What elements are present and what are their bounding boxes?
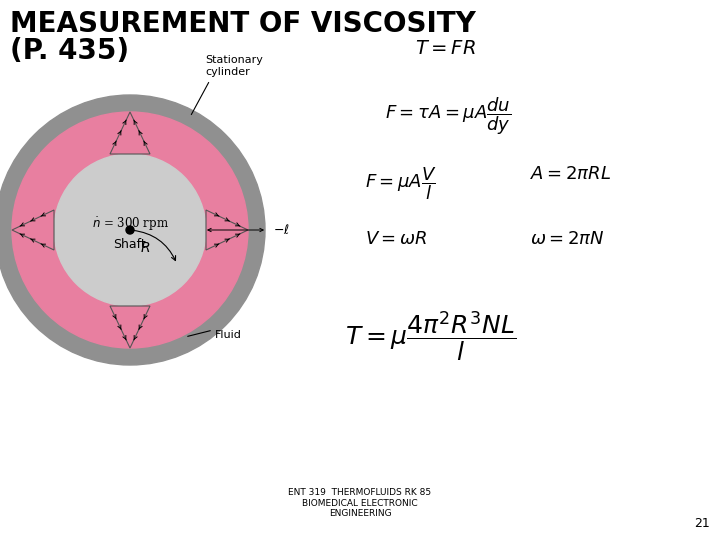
- Circle shape: [0, 95, 265, 365]
- Text: $F = \mu A \dfrac{V}{l}$: $F = \mu A \dfrac{V}{l}$: [365, 165, 436, 201]
- Text: $F = \tau A = \mu A \dfrac{du}{dy}$: $F = \tau A = \mu A \dfrac{du}{dy}$: [385, 95, 511, 137]
- Text: Fluid: Fluid: [215, 330, 242, 340]
- Polygon shape: [206, 210, 248, 250]
- Text: $A = 2\pi RL$: $A = 2\pi RL$: [530, 165, 611, 183]
- Text: $T = FR$: $T = FR$: [415, 40, 476, 58]
- Text: $\omega = 2\pi N$: $\omega = 2\pi N$: [530, 230, 605, 248]
- Text: (P. 435): (P. 435): [10, 37, 129, 65]
- Text: $R$: $R$: [140, 241, 150, 255]
- Text: ENT 319  THERMOFLUIDS RK 85
BIOMEDICAL ELECTRONIC
ENGINEERING: ENT 319 THERMOFLUIDS RK 85 BIOMEDICAL EL…: [289, 488, 431, 518]
- Text: Shaft: Shaft: [114, 238, 146, 251]
- Polygon shape: [110, 112, 150, 154]
- Text: $-\ell$: $-\ell$: [273, 223, 290, 237]
- Circle shape: [12, 112, 248, 348]
- Text: $T = \mu \dfrac{4\pi^{2} R^{3} NL}{l}$: $T = \mu \dfrac{4\pi^{2} R^{3} NL}{l}$: [345, 310, 516, 364]
- Text: 21: 21: [694, 517, 710, 530]
- Text: MEASUREMENT OF VISCOSITY: MEASUREMENT OF VISCOSITY: [10, 10, 476, 38]
- Polygon shape: [12, 210, 54, 250]
- Polygon shape: [110, 306, 150, 348]
- Text: $\dot{n}$ = 300 rpm: $\dot{n}$ = 300 rpm: [91, 215, 168, 233]
- Text: Stationary
cylinder: Stationary cylinder: [205, 56, 263, 77]
- Circle shape: [126, 226, 134, 234]
- Text: $V = \omega R$: $V = \omega R$: [365, 230, 427, 248]
- Circle shape: [54, 154, 206, 306]
